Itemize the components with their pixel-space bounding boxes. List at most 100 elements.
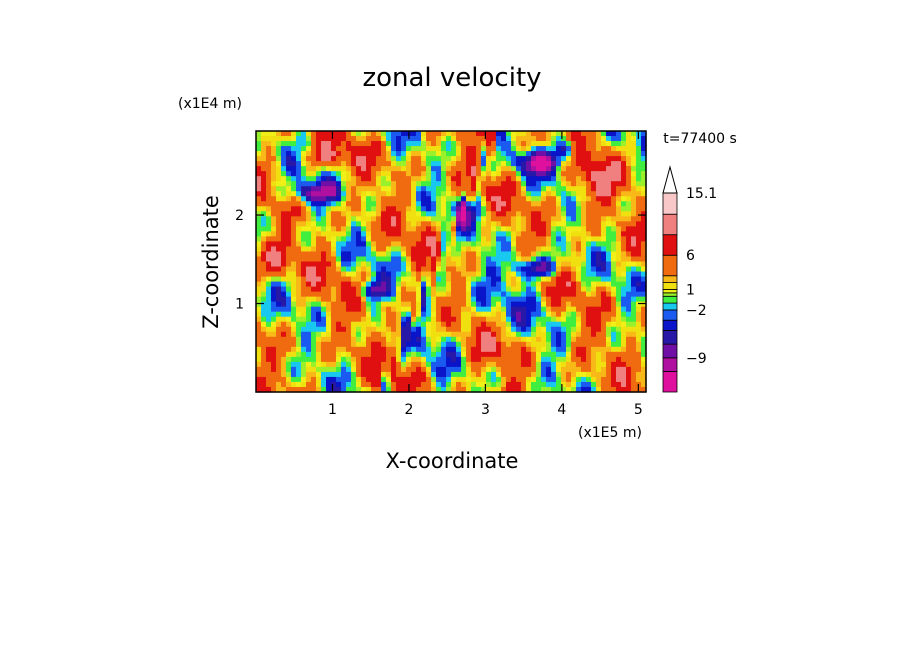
field-cell xyxy=(316,171,322,177)
field-cell xyxy=(401,361,407,368)
field-cell xyxy=(281,386,287,393)
field-cell xyxy=(266,351,272,358)
field-cell xyxy=(466,226,472,232)
field-cell xyxy=(611,156,617,162)
field-cell xyxy=(406,281,412,288)
field-cell xyxy=(531,181,537,187)
field-cell xyxy=(596,201,602,207)
field-cell xyxy=(361,236,367,243)
velocity-field xyxy=(256,131,647,393)
field-cell xyxy=(636,226,642,232)
field-cell xyxy=(351,166,357,172)
field-cell xyxy=(546,376,552,383)
field-cell xyxy=(566,136,572,142)
field-cell xyxy=(366,211,372,217)
field-cell xyxy=(301,226,307,232)
field-cell xyxy=(301,321,307,328)
field-cell xyxy=(626,151,632,157)
field-cell xyxy=(561,156,567,162)
field-cell xyxy=(526,326,532,333)
field-cell xyxy=(471,256,477,263)
field-cell xyxy=(446,266,452,273)
field-cell xyxy=(481,236,487,243)
field-cell xyxy=(521,281,527,288)
field-cell xyxy=(416,261,422,268)
field-cell xyxy=(301,341,307,348)
field-cell xyxy=(551,196,557,202)
field-cell xyxy=(356,296,362,303)
field-cell xyxy=(521,246,527,253)
field-cell xyxy=(631,331,637,338)
field-cell xyxy=(621,186,627,192)
field-cell xyxy=(581,191,587,197)
field-cell xyxy=(551,246,557,253)
field-cell xyxy=(261,151,267,157)
field-cell xyxy=(456,266,462,273)
field-cell xyxy=(556,341,562,348)
field-cell xyxy=(296,171,302,177)
field-cell xyxy=(621,261,627,268)
field-cell xyxy=(551,131,557,137)
field-cell xyxy=(621,196,627,202)
field-cell xyxy=(511,196,517,202)
field-cell xyxy=(441,236,447,243)
field-cell xyxy=(591,156,597,162)
field-cell xyxy=(431,311,437,318)
field-cell xyxy=(461,136,467,142)
field-cell xyxy=(391,356,397,363)
field-cell xyxy=(516,271,522,278)
field-cell xyxy=(576,131,582,137)
field-cell xyxy=(496,316,502,323)
field-cell xyxy=(456,171,462,177)
field-cell xyxy=(576,301,582,308)
field-cell xyxy=(566,356,572,363)
field-cell xyxy=(471,211,477,217)
field-cell xyxy=(291,156,297,162)
field-cell xyxy=(496,216,502,222)
field-cell xyxy=(436,211,442,217)
field-cell xyxy=(316,336,322,343)
field-cell xyxy=(486,341,492,348)
field-cell xyxy=(331,191,337,197)
field-cell xyxy=(266,231,272,237)
field-cell xyxy=(441,361,447,368)
field-cell xyxy=(586,386,592,393)
field-cell xyxy=(391,296,397,303)
field-cell xyxy=(296,261,302,268)
field-cell xyxy=(381,206,387,212)
field-cell xyxy=(556,276,562,283)
field-cell xyxy=(311,336,317,343)
field-cell xyxy=(581,291,587,298)
field-cell xyxy=(516,336,522,343)
field-cell xyxy=(556,211,562,217)
field-cell xyxy=(611,251,617,258)
field-cell xyxy=(286,266,292,273)
field-cell xyxy=(421,266,427,273)
field-cell xyxy=(541,156,547,162)
field-cell xyxy=(531,371,537,378)
field-cell xyxy=(561,136,567,142)
field-cell xyxy=(576,361,582,368)
field-cell xyxy=(541,351,547,358)
field-cell xyxy=(286,206,292,212)
field-cell xyxy=(511,151,517,157)
field-cell xyxy=(366,301,372,308)
field-cell xyxy=(356,311,362,318)
field-cell xyxy=(276,226,282,232)
field-cell xyxy=(426,151,432,157)
field-cell xyxy=(576,356,582,363)
field-cell xyxy=(631,196,637,202)
field-cell xyxy=(271,321,277,328)
field-cell xyxy=(436,271,442,278)
field-cell xyxy=(351,231,357,237)
field-cell xyxy=(391,201,397,207)
field-cell xyxy=(521,336,527,343)
field-cell xyxy=(451,181,457,187)
field-cell xyxy=(331,246,337,253)
field-cell xyxy=(596,281,602,288)
field-cell xyxy=(476,346,482,353)
field-cell xyxy=(361,291,367,298)
field-cell xyxy=(636,261,642,268)
field-cell xyxy=(441,176,447,182)
field-cell xyxy=(346,381,352,388)
